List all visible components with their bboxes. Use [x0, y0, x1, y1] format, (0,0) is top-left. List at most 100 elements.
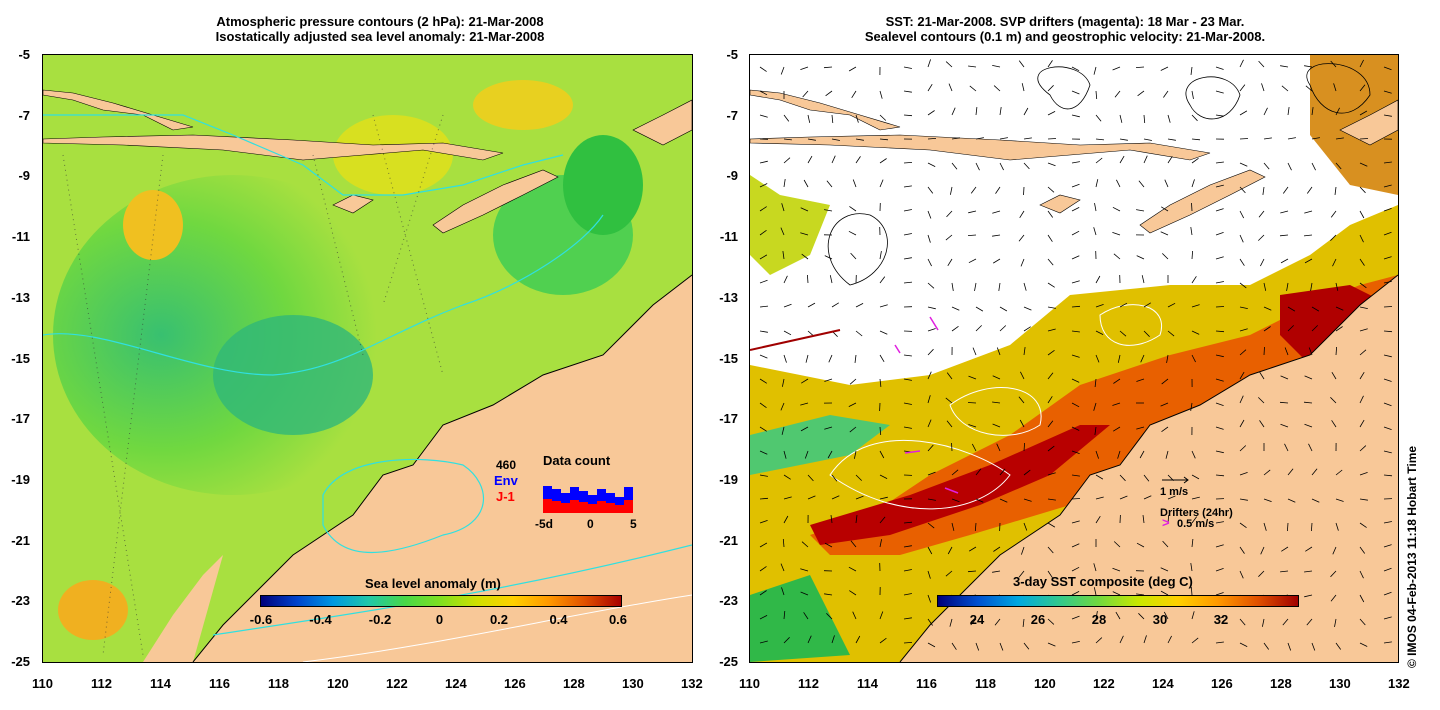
velocity-vector	[1359, 258, 1365, 266]
velocity-vector	[1019, 210, 1025, 219]
velocity-vector	[1359, 138, 1369, 140]
y-tick-label: -25	[11, 654, 30, 669]
velocity-vector	[759, 305, 769, 308]
velocity-vector	[1335, 469, 1343, 476]
velocity-vector	[1023, 326, 1031, 332]
velocity-vector	[1112, 567, 1121, 572]
velocity-vector	[945, 570, 953, 577]
velocity-vector	[1287, 522, 1289, 532]
velocity-vector	[1071, 255, 1080, 260]
left-panel-title: Atmospheric pressure contours (2 hPa): 2…	[110, 14, 650, 44]
velocity-vector	[783, 114, 790, 122]
velocity-vector	[946, 210, 953, 218]
velocity-vector	[1359, 110, 1368, 116]
j1-count-bar	[570, 500, 579, 513]
velocity-vector	[927, 234, 931, 243]
x-tick-label: 128	[563, 676, 585, 691]
velocity-vector	[1191, 157, 1199, 164]
velocity-vector	[1047, 618, 1055, 625]
velocity-vector	[1306, 618, 1313, 626]
velocity-vector	[1332, 546, 1337, 555]
velocity-vector	[903, 642, 913, 644]
velocity-vector	[1263, 306, 1272, 311]
x-tick-label: 114	[150, 676, 171, 691]
velocity-vector	[999, 137, 1008, 140]
inset-j1-label: J-1	[496, 489, 515, 504]
velocity-vector	[1284, 347, 1289, 356]
velocity-vector	[992, 375, 1001, 380]
colorbar-tick-label: 26	[1030, 612, 1046, 627]
inset-title: Data count	[543, 453, 611, 468]
velocity-vector	[927, 444, 934, 452]
velocity-vector	[903, 162, 913, 164]
velocity-vector	[759, 566, 767, 572]
velocity-vector	[1239, 472, 1248, 476]
velocity-vector	[1018, 234, 1025, 242]
velocity-vector	[1311, 325, 1318, 332]
y-tick-label: -23	[11, 593, 30, 609]
velocity-vector	[879, 251, 882, 260]
velocity-vector	[824, 426, 833, 430]
velocity-vector	[1095, 304, 1104, 308]
velocity-vector	[831, 155, 836, 164]
velocity-vector	[975, 162, 980, 171]
velocity-vector	[951, 107, 956, 116]
velocity-vector	[927, 110, 935, 116]
velocity-vector	[1306, 186, 1313, 194]
velocity-vector	[831, 635, 835, 644]
velocity-vector	[1215, 616, 1224, 620]
velocity-vector	[968, 65, 977, 68]
velocity-vector	[927, 162, 936, 167]
velocity-vector	[1095, 90, 1098, 100]
velocity-vector	[1281, 546, 1289, 552]
x-tick-label: 132	[1388, 676, 1410, 691]
velocity-vector	[783, 474, 791, 480]
velocity-vector	[903, 257, 912, 260]
velocity-vector	[1359, 642, 1368, 647]
velocity-vector	[951, 522, 955, 531]
velocity-vector	[993, 546, 1001, 552]
velocity-vector	[1191, 138, 1201, 141]
velocity-vector	[1260, 546, 1265, 555]
velocity-vector	[1167, 330, 1175, 337]
velocity-vector	[1143, 495, 1152, 500]
velocity-vector	[996, 347, 1001, 356]
velocity-vector	[1330, 594, 1337, 602]
velocity-vector	[1137, 90, 1145, 97]
inset-x-tick-2: 5	[630, 517, 637, 531]
velocity-vector	[1047, 372, 1054, 380]
velocity-vector	[825, 90, 833, 97]
velocity-vector	[879, 179, 884, 188]
velocity-vector	[972, 347, 977, 356]
velocity-vector	[949, 618, 953, 627]
velocity-vector	[1119, 635, 1124, 644]
velocity-vector	[1191, 516, 1198, 524]
velocity-vector	[1215, 544, 1224, 548]
velocity-vector	[1165, 450, 1169, 459]
velocity-vector	[1094, 426, 1097, 435]
velocity-vector	[879, 450, 885, 459]
velocity-vector	[1115, 611, 1121, 620]
velocity-vector	[951, 442, 953, 452]
velocity-vector	[1071, 66, 1080, 72]
velocity-vector	[1160, 590, 1169, 596]
velocity-vector	[1280, 375, 1289, 380]
x-tick-label: 124	[445, 676, 467, 691]
velocity-vector	[1019, 419, 1025, 428]
velocity-vector	[759, 114, 768, 118]
velocity-vector	[1071, 305, 1081, 308]
velocity-vector	[1138, 180, 1145, 188]
velocity-vector	[1383, 521, 1392, 524]
velocity-vector	[800, 66, 809, 70]
y-tick-label: -7	[18, 107, 30, 123]
velocity-vector	[1215, 426, 1224, 430]
velocity-vector	[993, 85, 1001, 92]
velocity-vector	[879, 114, 887, 121]
velocity-vector	[903, 426, 912, 429]
velocity-vector	[1331, 420, 1337, 428]
velocity-vector	[992, 423, 1001, 428]
velocity-vector	[1280, 210, 1289, 214]
velocity-vector	[1119, 114, 1123, 123]
velocity-vector	[1047, 258, 1054, 266]
velocity-vector	[1383, 567, 1392, 572]
